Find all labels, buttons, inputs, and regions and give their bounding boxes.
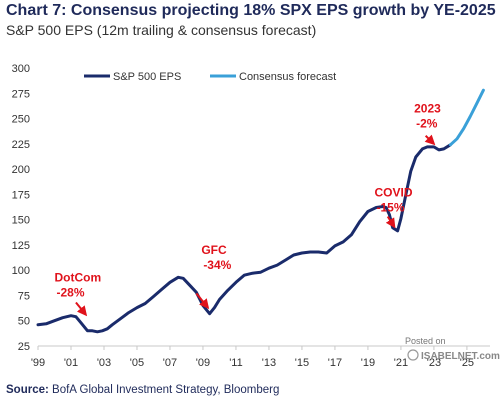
annotation-label: GFC (201, 243, 227, 257)
annotation-label: DotCom (54, 270, 101, 284)
x-tick-label: '01 (64, 357, 78, 369)
source-note: Source: BofA Global Investment Strategy,… (6, 384, 279, 396)
y-tick-label: 100 (12, 265, 30, 277)
annotation-label: COVID (375, 185, 413, 199)
source-text: BofA Global Investment Strategy, Bloombe… (48, 384, 280, 396)
annotation-value: -2% (416, 116, 438, 130)
x-tick-label: '25 (460, 357, 474, 369)
x-tick-label: '21 (394, 357, 408, 369)
annotation-arrow (424, 134, 436, 146)
y-tick-label: 50 (18, 316, 30, 328)
y-tick-label: 250 (12, 114, 30, 126)
x-tick-label: '05 (130, 357, 144, 369)
annotation-value: -28% (56, 285, 84, 299)
y-tick-label: 225 (12, 139, 30, 151)
y-tick-label: 150 (12, 215, 30, 227)
watermark-site: ISABELNET.com (421, 351, 500, 362)
annotation-label: 2023 (414, 101, 441, 115)
x-tick-label: '03 (97, 357, 111, 369)
x-tick-label: '11 (229, 357, 243, 369)
y-tick-label: 25 (18, 341, 30, 353)
x-tick-label: '07 (163, 357, 177, 369)
annotation-arrow (195, 292, 210, 310)
y-tick-label: 200 (12, 164, 30, 176)
x-tick-label: '23 (427, 357, 441, 369)
y-tick-label: 300 (12, 63, 30, 75)
watermark-posted-on: Posted on (405, 336, 446, 346)
watermark-logo-icon (407, 349, 419, 361)
x-tick-label: '17 (328, 357, 342, 369)
source-label: Source: (6, 384, 49, 396)
x-tick-label: '15 (295, 357, 309, 369)
chart-subtitle: S&P 500 EPS (12m trailing & consensus fo… (6, 22, 317, 38)
annotation-arrow (75, 301, 88, 317)
annotation-arrow (385, 216, 396, 229)
forecast-series-line (448, 88, 485, 147)
y-tick-label: 125 (12, 240, 30, 252)
annotation-value: -15% (377, 200, 405, 214)
legend-forecast-label: Consensus forecast (239, 71, 336, 83)
annotation-value: -34% (203, 258, 231, 272)
y-tick-label: 175 (12, 189, 30, 201)
x-tick-label: '09 (196, 357, 210, 369)
y-tick-label: 75 (18, 290, 30, 302)
chart-title: Chart 7: Consensus projecting 18% SPX EP… (6, 2, 496, 19)
x-tick-label: '99 (31, 357, 45, 369)
eps-series-line (36, 143, 452, 334)
legend-eps-label: S&P 500 EPS (113, 71, 181, 83)
x-tick-label: '13 (262, 357, 276, 369)
y-tick-label: 275 (12, 88, 30, 100)
x-tick-label: '19 (361, 357, 375, 369)
